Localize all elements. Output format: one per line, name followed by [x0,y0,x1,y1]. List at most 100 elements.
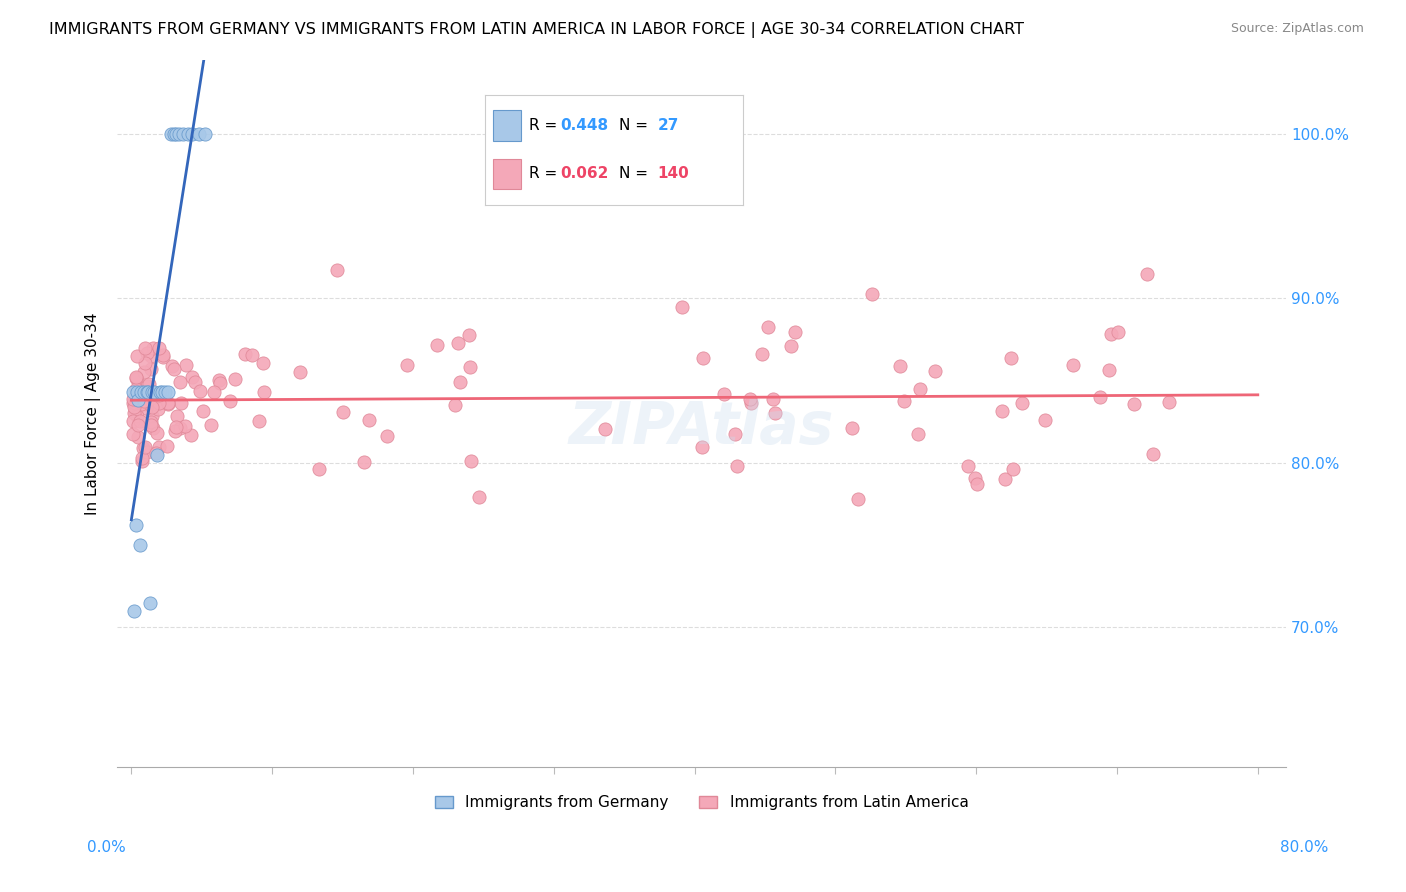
Point [127,393,149,408]
Point [860,286,883,301]
Point [121,384,143,399]
Point [148,396,170,410]
Text: ZIPAtlas: ZIPAtlas [569,399,834,456]
Point [910,382,932,396]
Point [122,392,145,407]
Point [139,415,162,429]
Point [1011,396,1033,410]
Point [290,365,312,379]
Point [756,320,779,334]
Point [308,462,330,476]
Point [124,395,146,409]
Point [671,300,693,314]
Point [129,397,152,411]
Point [148,384,170,399]
Point [138,596,160,610]
Point [907,427,929,442]
Point [129,384,152,399]
Point [122,405,145,419]
Point [163,424,186,438]
Point [152,348,174,362]
Point [131,441,153,455]
Point [188,384,211,398]
Point [131,450,153,465]
Point [136,346,159,360]
Point [1035,413,1057,427]
Point [134,393,156,408]
Point [762,392,785,406]
Point [458,328,481,343]
Point [135,384,157,399]
Point [122,604,145,618]
Point [127,417,149,432]
Text: Source: ZipAtlas.com: Source: ZipAtlas.com [1230,22,1364,36]
Point [713,386,735,401]
Point [170,396,193,410]
Point [924,364,946,378]
Point [224,372,246,386]
Point [325,262,347,277]
Point [127,430,149,444]
Point [181,370,204,384]
Point [132,384,155,399]
Point [990,404,1012,418]
Point [593,422,616,436]
Point [134,440,156,454]
Point [444,398,467,412]
Point [1099,327,1122,342]
Point [122,414,145,428]
Point [138,376,160,391]
Point [449,376,471,390]
Point [121,396,143,410]
Point [460,454,482,468]
Point [332,405,354,419]
Point [963,471,986,485]
Point [172,127,194,141]
Point [247,414,270,428]
Point [141,418,163,433]
Point [751,347,773,361]
Point [148,388,170,402]
Point [208,373,231,387]
Point [458,359,481,374]
Point [156,397,179,411]
Point [956,459,979,474]
Point [240,348,263,362]
Point [396,358,419,372]
Point [142,384,165,399]
Point [165,419,187,434]
Point [152,350,174,364]
Point [1136,267,1159,281]
Point [740,396,762,410]
Text: IMMIGRANTS FROM GERMANY VS IMMIGRANTS FROM LATIN AMERICA IN LABOR FORCE | AGE 30: IMMIGRANTS FROM GERMANY VS IMMIGRANTS FR… [49,22,1024,38]
Point [156,439,179,453]
Point [219,394,242,409]
Point [160,359,183,373]
Point [131,454,153,468]
Point [187,127,209,141]
Point [779,339,801,353]
Point [128,538,150,552]
Point [174,358,197,372]
Point [131,386,153,401]
Point [738,392,761,406]
Point [134,387,156,401]
Point [125,349,148,363]
Point [156,396,179,410]
Point [141,384,163,399]
Point [1002,462,1025,476]
Point [139,349,162,363]
Point [966,476,988,491]
Point [153,384,176,399]
Text: 0.0%: 0.0% [87,840,127,855]
Point [141,409,163,423]
Point [184,376,207,390]
Point [125,372,148,386]
Text: 80.0%: 80.0% [1281,840,1329,855]
Point [1062,358,1084,372]
Point [122,426,145,441]
Point [889,359,911,373]
Point [142,341,165,355]
Point [132,397,155,411]
Point [135,401,157,416]
